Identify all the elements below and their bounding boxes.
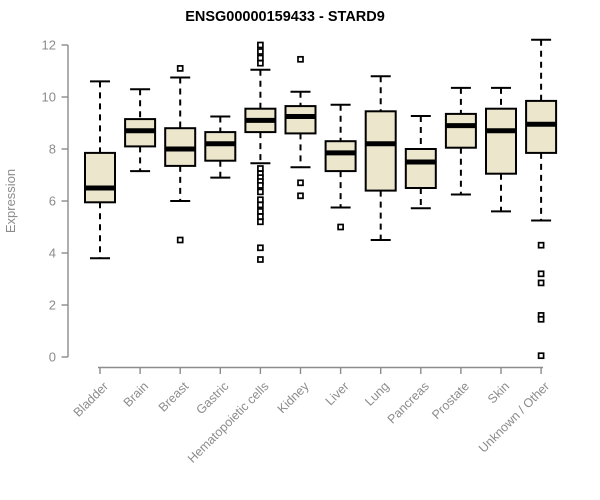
- iqr-box: [525, 99, 558, 154]
- box-group: [485, 86, 517, 213]
- outlier-point: [537, 241, 545, 249]
- outlier-point: [257, 213, 264, 220]
- x-category-label: Gastric: [194, 379, 232, 417]
- outlier-point: [257, 188, 264, 196]
- outlier-point: [176, 236, 184, 244]
- box-group: [404, 114, 437, 210]
- outlier-point: [257, 59, 264, 67]
- x-category-label: Brain: [121, 379, 152, 410]
- outlier-point: [537, 279, 545, 287]
- y-tick-label: 2: [49, 298, 56, 313]
- iqr-box: [324, 140, 357, 173]
- outlier-point: [297, 55, 304, 63]
- y-tick-label: 12: [42, 38, 56, 53]
- outlier-point: [297, 192, 304, 200]
- y-tick-label: 0: [49, 350, 56, 365]
- outlier-point: [257, 201, 264, 209]
- x-category-label: Bladder: [71, 379, 111, 419]
- outlier-point: [537, 352, 545, 360]
- x-category-label: Skin: [485, 379, 512, 406]
- outlier-point: [257, 196, 264, 204]
- x-category-label: Prostate: [429, 379, 472, 422]
- box-group: [164, 65, 197, 244]
- iqr-box: [84, 151, 116, 204]
- outlier-point: [257, 208, 264, 215]
- outlier-point: [537, 270, 545, 278]
- box-group: [364, 75, 397, 241]
- boxes-group: [84, 38, 558, 360]
- box-group: [84, 80, 116, 260]
- x-category-label: Liver: [323, 379, 352, 408]
- x-category-label: Unknown / Other: [476, 379, 552, 455]
- box-group: [444, 86, 477, 196]
- outlier-point: [337, 223, 344, 231]
- y-tick-label: 6: [49, 194, 56, 209]
- outlier-point: [257, 244, 264, 252]
- outlier-point: [176, 65, 184, 72]
- box-group: [324, 103, 357, 231]
- outlier-point: [257, 256, 264, 263]
- x-category-label: Kidney: [275, 379, 312, 416]
- y-tick-label: 8: [49, 142, 56, 157]
- x-category-label: Pancreas: [385, 379, 432, 426]
- outlier-point: [257, 165, 264, 172]
- outlier-point: [297, 179, 304, 187]
- iqr-box: [204, 131, 237, 162]
- chart-title: ENSG00000159433 - STARD9: [185, 9, 385, 25]
- y-tick-label: 4: [49, 246, 56, 261]
- x-category-label: Lung: [362, 379, 392, 409]
- y-tick-label: 10: [42, 90, 56, 105]
- outlier-point: [537, 315, 545, 323]
- box-group: [284, 55, 317, 200]
- outlier-point: [257, 41, 264, 49]
- outlier-point: [257, 48, 264, 55]
- box-group: [525, 38, 558, 360]
- iqr-box: [485, 107, 517, 175]
- box-group: [204, 115, 237, 179]
- y-axis-label: Expression: [3, 169, 18, 233]
- iqr-box: [404, 148, 437, 189]
- iqr-box: [444, 112, 477, 149]
- box-group: [244, 41, 277, 263]
- outlier-point: [257, 54, 264, 62]
- x-category-label: Breast: [156, 379, 192, 415]
- iqr-box: [364, 110, 397, 192]
- outlier-point: [257, 182, 264, 189]
- iqr-box: [284, 105, 317, 135]
- box-group: [124, 88, 157, 173]
- outlier-point: [257, 218, 264, 226]
